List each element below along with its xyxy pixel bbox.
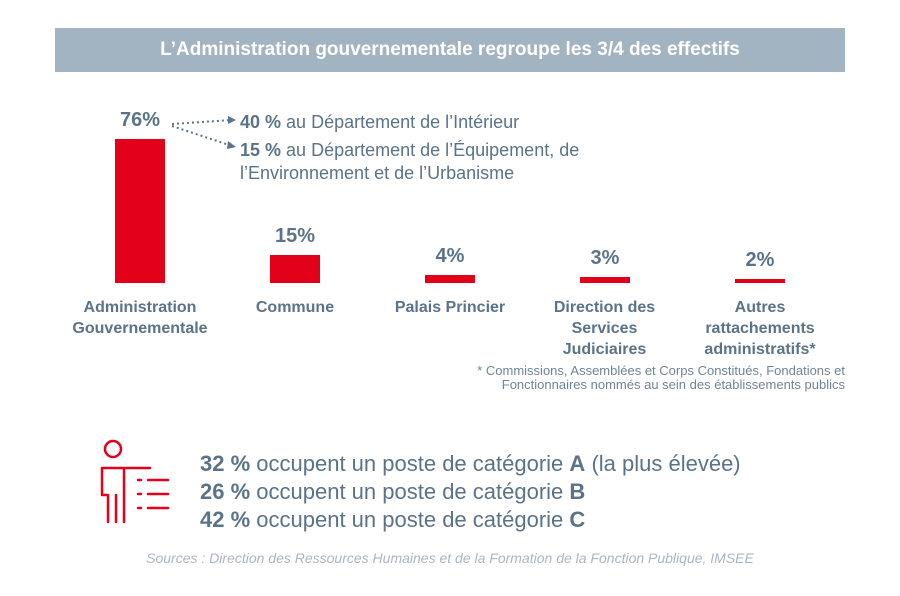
value-label: 4% [435, 245, 465, 268]
annotation-text: au Département de l’Intérieur [286, 112, 520, 132]
source: Sources : Direction des Ressources Humai… [146, 550, 754, 566]
breakdown-line: 42 % occupent un poste de catégorie C [200, 506, 585, 534]
breakdown-value: 26 % [200, 479, 251, 504]
breakdown-note: (la plus élevée) [591, 451, 741, 476]
category-label: Direction des Services Judiciaires [553, 299, 656, 358]
value-label: 76% [119, 109, 161, 131]
annotation-text: au Département de l’Équipement, de l’Env… [240, 140, 580, 183]
bar [425, 275, 475, 283]
breakdown-text: occupent un poste de catégorie [256, 479, 564, 504]
annotation: 15 % au Département de l’Équipement, de … [240, 139, 630, 185]
value-label: 2% [745, 249, 775, 272]
breakdown-grade: B [569, 479, 586, 504]
annotation-value: 15 % [240, 140, 282, 160]
breakdown-text: occupent un poste de catégorie [256, 507, 564, 532]
category-label: Palais Princier [394, 299, 506, 316]
title: L’Administration gouvernementale regroup… [55, 28, 845, 72]
breakdown-value: 42 % [200, 507, 251, 532]
category-label: Administration Gouvernementale [72, 299, 208, 337]
category-label: Commune [255, 299, 335, 316]
breakdown-value: 32 % [200, 451, 251, 476]
breakdown-grade: C [569, 507, 586, 532]
value-label: 3% [590, 247, 620, 270]
annotation: 40 % au Département de l’Intérieur [240, 111, 630, 134]
breakdown-line: 26 % occupent un poste de catégorie B [200, 478, 585, 506]
value-label: 15% [274, 224, 316, 247]
bar [115, 139, 165, 283]
footnote: * Commissions, Assemblées et Corps Const… [477, 363, 845, 392]
category-label: Autres rattachements administratifs* [704, 299, 816, 358]
breakdown-line: 32 % occupent un poste de catégorie A (l… [200, 450, 741, 478]
breakdown-text: occupent un poste de catégorie [256, 451, 564, 476]
bar [735, 279, 785, 283]
bar [270, 254, 320, 283]
bar [580, 277, 630, 283]
annotation-value: 40 % [240, 112, 282, 132]
breakdown-grade: A [569, 451, 586, 476]
